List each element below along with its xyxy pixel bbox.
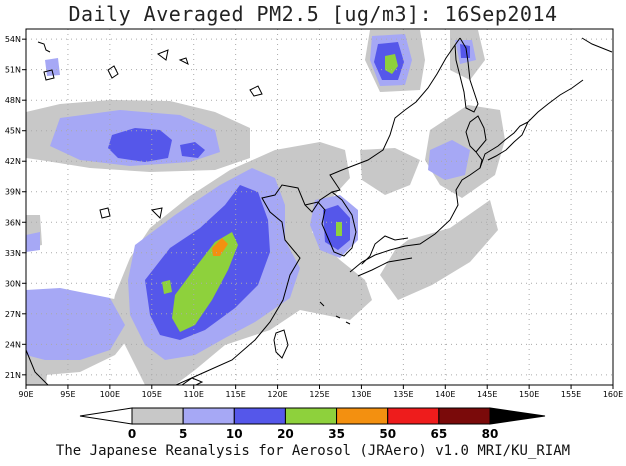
lat-tick-label: 39N [5, 188, 21, 197]
lon-tick-label: 160E [603, 390, 623, 399]
lon-tick-label: 120E [267, 390, 287, 399]
lon-tick-label: 125E [309, 390, 329, 399]
colorbar-level-label: 35 [328, 427, 345, 441]
lon-tick-label: 155E [561, 390, 581, 399]
lon-tick-label: 100E [100, 390, 120, 399]
colorbar: 0 5 10 20 35 50 65 80 [79, 407, 546, 441]
lon-tick-label: 150E [519, 390, 539, 399]
lon-tick-label: 130E [351, 390, 371, 399]
colorbar-level-label: 0 [128, 427, 136, 441]
lon-tick-label: 110E [184, 390, 204, 399]
colorbar-segment [182, 407, 235, 425]
colorbar-level-label: 65 [431, 427, 448, 441]
lon-tick-label: 145E [477, 390, 497, 399]
colorbar-level-label: 50 [379, 427, 396, 441]
lat-tick-label: 54N [5, 35, 21, 44]
lon-tick-label: 140E [435, 390, 455, 399]
lat-tick-label: 51N [5, 66, 21, 75]
lon-tick-label: 90E [18, 390, 33, 399]
colorbar-level-label: 80 [482, 427, 499, 441]
lat-tick-label: 30N [5, 279, 21, 288]
colorbar-low-arrow [79, 407, 133, 425]
colorbar-segment [233, 407, 286, 425]
lat-tick-label: 27N [5, 310, 21, 319]
pm25-shading [26, 30, 505, 385]
colorbar-segment [131, 407, 184, 425]
colorbar-level-label: 5 [179, 427, 187, 441]
colorbar-level-label: 10 [226, 427, 243, 441]
level-35-50-region [162, 54, 398, 332]
coastlines [26, 37, 613, 385]
lat-tick-label: 24N [5, 340, 21, 349]
lat-tick-label: 33N [5, 249, 21, 258]
lat-tick-label: 36N [5, 218, 21, 227]
colorbar-high-arrow [489, 407, 546, 425]
map-ticks: 90E 95E 100E 105E 110E 115E 120E 125E 130E 135E 14… [5, 35, 623, 399]
lon-tick-label: 135E [393, 390, 413, 399]
lon-tick-label: 95E [60, 390, 75, 399]
lon-tick-label: 115E [225, 390, 245, 399]
lat-tick-label: 45N [5, 127, 21, 136]
lat-tick-label: 21N [5, 371, 21, 380]
colorbar-segment [438, 407, 491, 425]
level-50-65-region [212, 238, 228, 256]
lat-tick-label: 42N [5, 157, 21, 166]
lon-tick-label: 105E [142, 390, 162, 399]
footer-credit: The Japanese Reanalysis for Aerosol (JRA… [55, 443, 571, 459]
colorbar-level-label: 20 [277, 427, 294, 441]
colorbar-segment [336, 407, 389, 425]
map-title: Daily Averaged PM2.5 [ug/m3]: 16Sep2014 [68, 2, 558, 26]
colorbar-segment [387, 407, 440, 425]
lat-tick-label: 48N [5, 96, 21, 105]
colorbar-segment [284, 407, 338, 425]
